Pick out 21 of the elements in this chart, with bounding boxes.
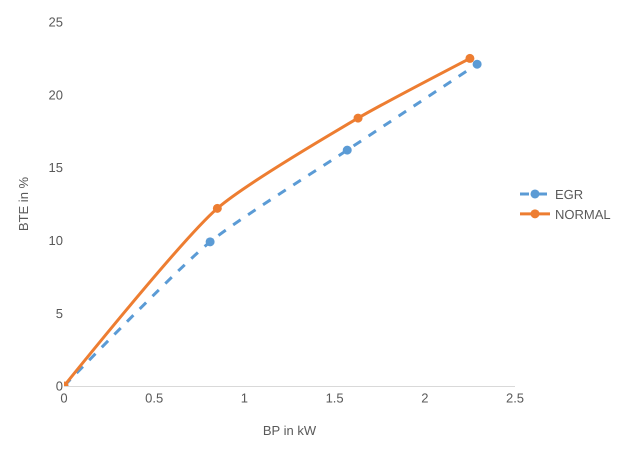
x-tick-label: 1 xyxy=(240,390,248,406)
point xyxy=(342,146,352,155)
y-tick-label: 20 xyxy=(48,87,63,102)
y-axis-title: BTE in % xyxy=(16,176,31,232)
point xyxy=(212,204,222,213)
x-axis-title: BP in kW xyxy=(262,423,317,438)
point xyxy=(206,237,215,246)
x-tick-label: 2.5 xyxy=(506,390,524,406)
x-tick-label: 0.5 xyxy=(145,390,164,406)
x-tick-label: 1.5 xyxy=(326,390,344,406)
y-tick-label: 15 xyxy=(48,160,63,176)
point xyxy=(354,114,363,123)
y-tick-label: 0 xyxy=(56,378,63,394)
legend-label: NORMAL xyxy=(555,206,611,222)
legend-label: EGR xyxy=(555,187,584,202)
y-tick-label: 25 xyxy=(48,14,63,30)
y-tick-label: 5 xyxy=(56,306,63,321)
x-tick-label: 2 xyxy=(421,390,428,406)
point xyxy=(472,60,482,69)
point xyxy=(465,54,474,63)
y-tick-label: 10 xyxy=(48,232,63,248)
